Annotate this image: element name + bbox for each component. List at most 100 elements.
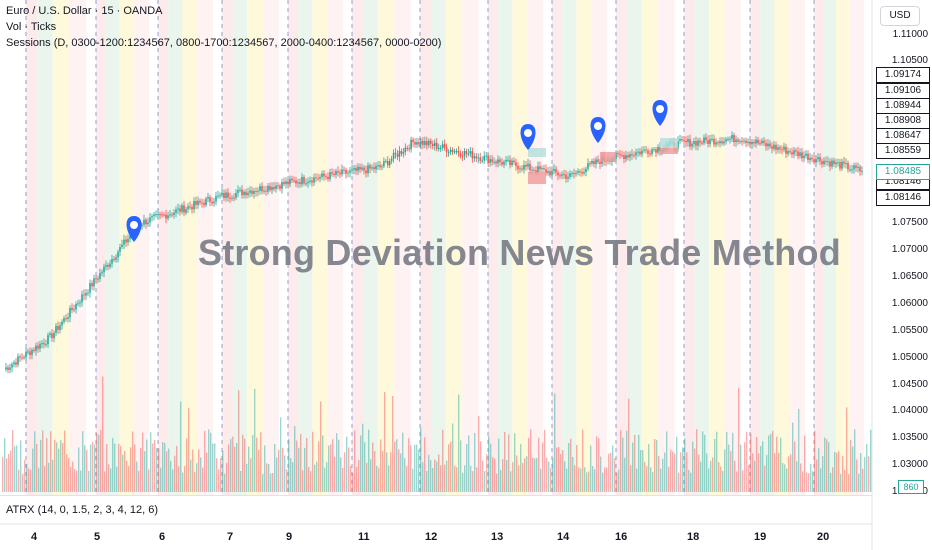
volume-bar bbox=[320, 401, 322, 492]
volume-bar bbox=[520, 444, 522, 492]
volume-bar bbox=[478, 416, 480, 492]
candle-body bbox=[355, 168, 357, 171]
volume-bar bbox=[326, 462, 328, 492]
volume-bar bbox=[750, 433, 752, 492]
volume-bar bbox=[192, 449, 194, 492]
volume-bar bbox=[456, 467, 458, 492]
volume-bar bbox=[718, 462, 720, 492]
volume-bar bbox=[276, 457, 278, 492]
volume-bar bbox=[382, 450, 384, 492]
volume-bar bbox=[396, 439, 398, 492]
candle-body bbox=[361, 167, 363, 170]
volume-bar bbox=[22, 473, 24, 492]
candle-body bbox=[35, 345, 37, 351]
sessions-legend[interactable]: Sessions (D, 0300-1200:1234567, 0800-170… bbox=[6, 37, 442, 49]
volume-bar bbox=[626, 430, 628, 492]
volume-bar bbox=[136, 461, 138, 492]
currency-button[interactable]: USD bbox=[880, 6, 920, 26]
candle-body bbox=[5, 367, 7, 370]
candle-body bbox=[127, 238, 129, 243]
candle-body bbox=[593, 161, 595, 164]
volume-bar bbox=[6, 458, 8, 492]
candle-body bbox=[685, 140, 687, 143]
volume-bar bbox=[754, 460, 756, 492]
candle-body bbox=[195, 201, 197, 205]
volume-bar bbox=[310, 471, 312, 492]
candle-body bbox=[707, 140, 709, 144]
candle-body bbox=[493, 161, 495, 163]
volume-bar bbox=[254, 388, 256, 492]
candle-body bbox=[801, 152, 803, 159]
candle-body bbox=[435, 142, 438, 149]
candle-body bbox=[775, 144, 777, 150]
candle-body bbox=[445, 147, 448, 153]
volume-bar bbox=[274, 444, 276, 492]
candle-body bbox=[275, 185, 277, 189]
time-axis-label: 6 bbox=[159, 531, 166, 543]
volume-bar bbox=[846, 407, 848, 492]
candle-body bbox=[373, 167, 375, 170]
volume-bar bbox=[180, 401, 182, 492]
volume-bar bbox=[24, 459, 26, 492]
volume-bar bbox=[454, 465, 456, 492]
volume-bar bbox=[574, 465, 576, 492]
candle-body bbox=[293, 180, 295, 182]
volume-bar bbox=[168, 448, 170, 492]
candle-body bbox=[765, 143, 767, 147]
volume-legend[interactable]: Vol · Ticks bbox=[6, 21, 57, 33]
volume-bar bbox=[768, 435, 770, 492]
volume-bar bbox=[608, 453, 610, 492]
volume-bar bbox=[12, 430, 14, 492]
volume-bar bbox=[210, 432, 212, 492]
candle-body bbox=[15, 362, 17, 365]
candle-body bbox=[177, 208, 179, 210]
candle-body bbox=[655, 149, 657, 153]
volume-bar bbox=[238, 390, 240, 492]
volume-bar bbox=[104, 471, 106, 492]
volume-bar bbox=[870, 429, 872, 492]
candle-body bbox=[29, 351, 31, 355]
volume-bar bbox=[800, 463, 802, 492]
candle-body bbox=[443, 144, 446, 148]
candle-body bbox=[189, 206, 191, 208]
session-band bbox=[352, 0, 363, 495]
map-pin-icon[interactable] bbox=[126, 216, 142, 242]
volume-bar bbox=[38, 468, 40, 492]
candle-body bbox=[261, 186, 263, 192]
volume-bar bbox=[28, 468, 30, 492]
candle-body bbox=[422, 140, 424, 145]
candle-body bbox=[821, 161, 823, 165]
volume-bar bbox=[696, 429, 698, 492]
volume-bar bbox=[532, 457, 534, 492]
volume-bar bbox=[526, 456, 528, 492]
volume-bar bbox=[56, 442, 58, 492]
volume-bar bbox=[622, 437, 624, 492]
volume-bar bbox=[164, 442, 166, 492]
candle-body bbox=[339, 172, 341, 175]
volume-bar bbox=[118, 443, 120, 492]
candle-body bbox=[235, 193, 237, 198]
volume-bar bbox=[804, 435, 806, 492]
volume-bar bbox=[580, 468, 582, 492]
volume-bar bbox=[786, 468, 788, 492]
candle-body bbox=[771, 146, 773, 149]
candle-body bbox=[349, 170, 351, 173]
candle-body bbox=[394, 152, 397, 155]
map-pin-icon[interactable] bbox=[652, 100, 668, 126]
candle-body bbox=[183, 205, 185, 213]
volume-bar bbox=[506, 460, 508, 492]
volume-bar bbox=[4, 438, 6, 492]
candle-body bbox=[233, 197, 235, 199]
symbol-legend[interactable]: Euro / U.S. Dollar · 15 · OANDA bbox=[6, 5, 163, 17]
candle-body bbox=[629, 154, 631, 158]
candle-body bbox=[367, 165, 369, 174]
map-pin-icon[interactable] bbox=[590, 117, 606, 143]
candle-body bbox=[619, 153, 621, 156]
atrx-legend[interactable]: ATRX (14, 0, 1.5, 2, 3, 4, 12, 6) bbox=[6, 504, 159, 516]
volume-bar bbox=[414, 444, 416, 492]
candle-body bbox=[285, 181, 287, 185]
pane-separator[interactable] bbox=[0, 495, 872, 496]
map-pin-icon[interactable] bbox=[520, 124, 536, 150]
candle-body bbox=[143, 219, 145, 225]
